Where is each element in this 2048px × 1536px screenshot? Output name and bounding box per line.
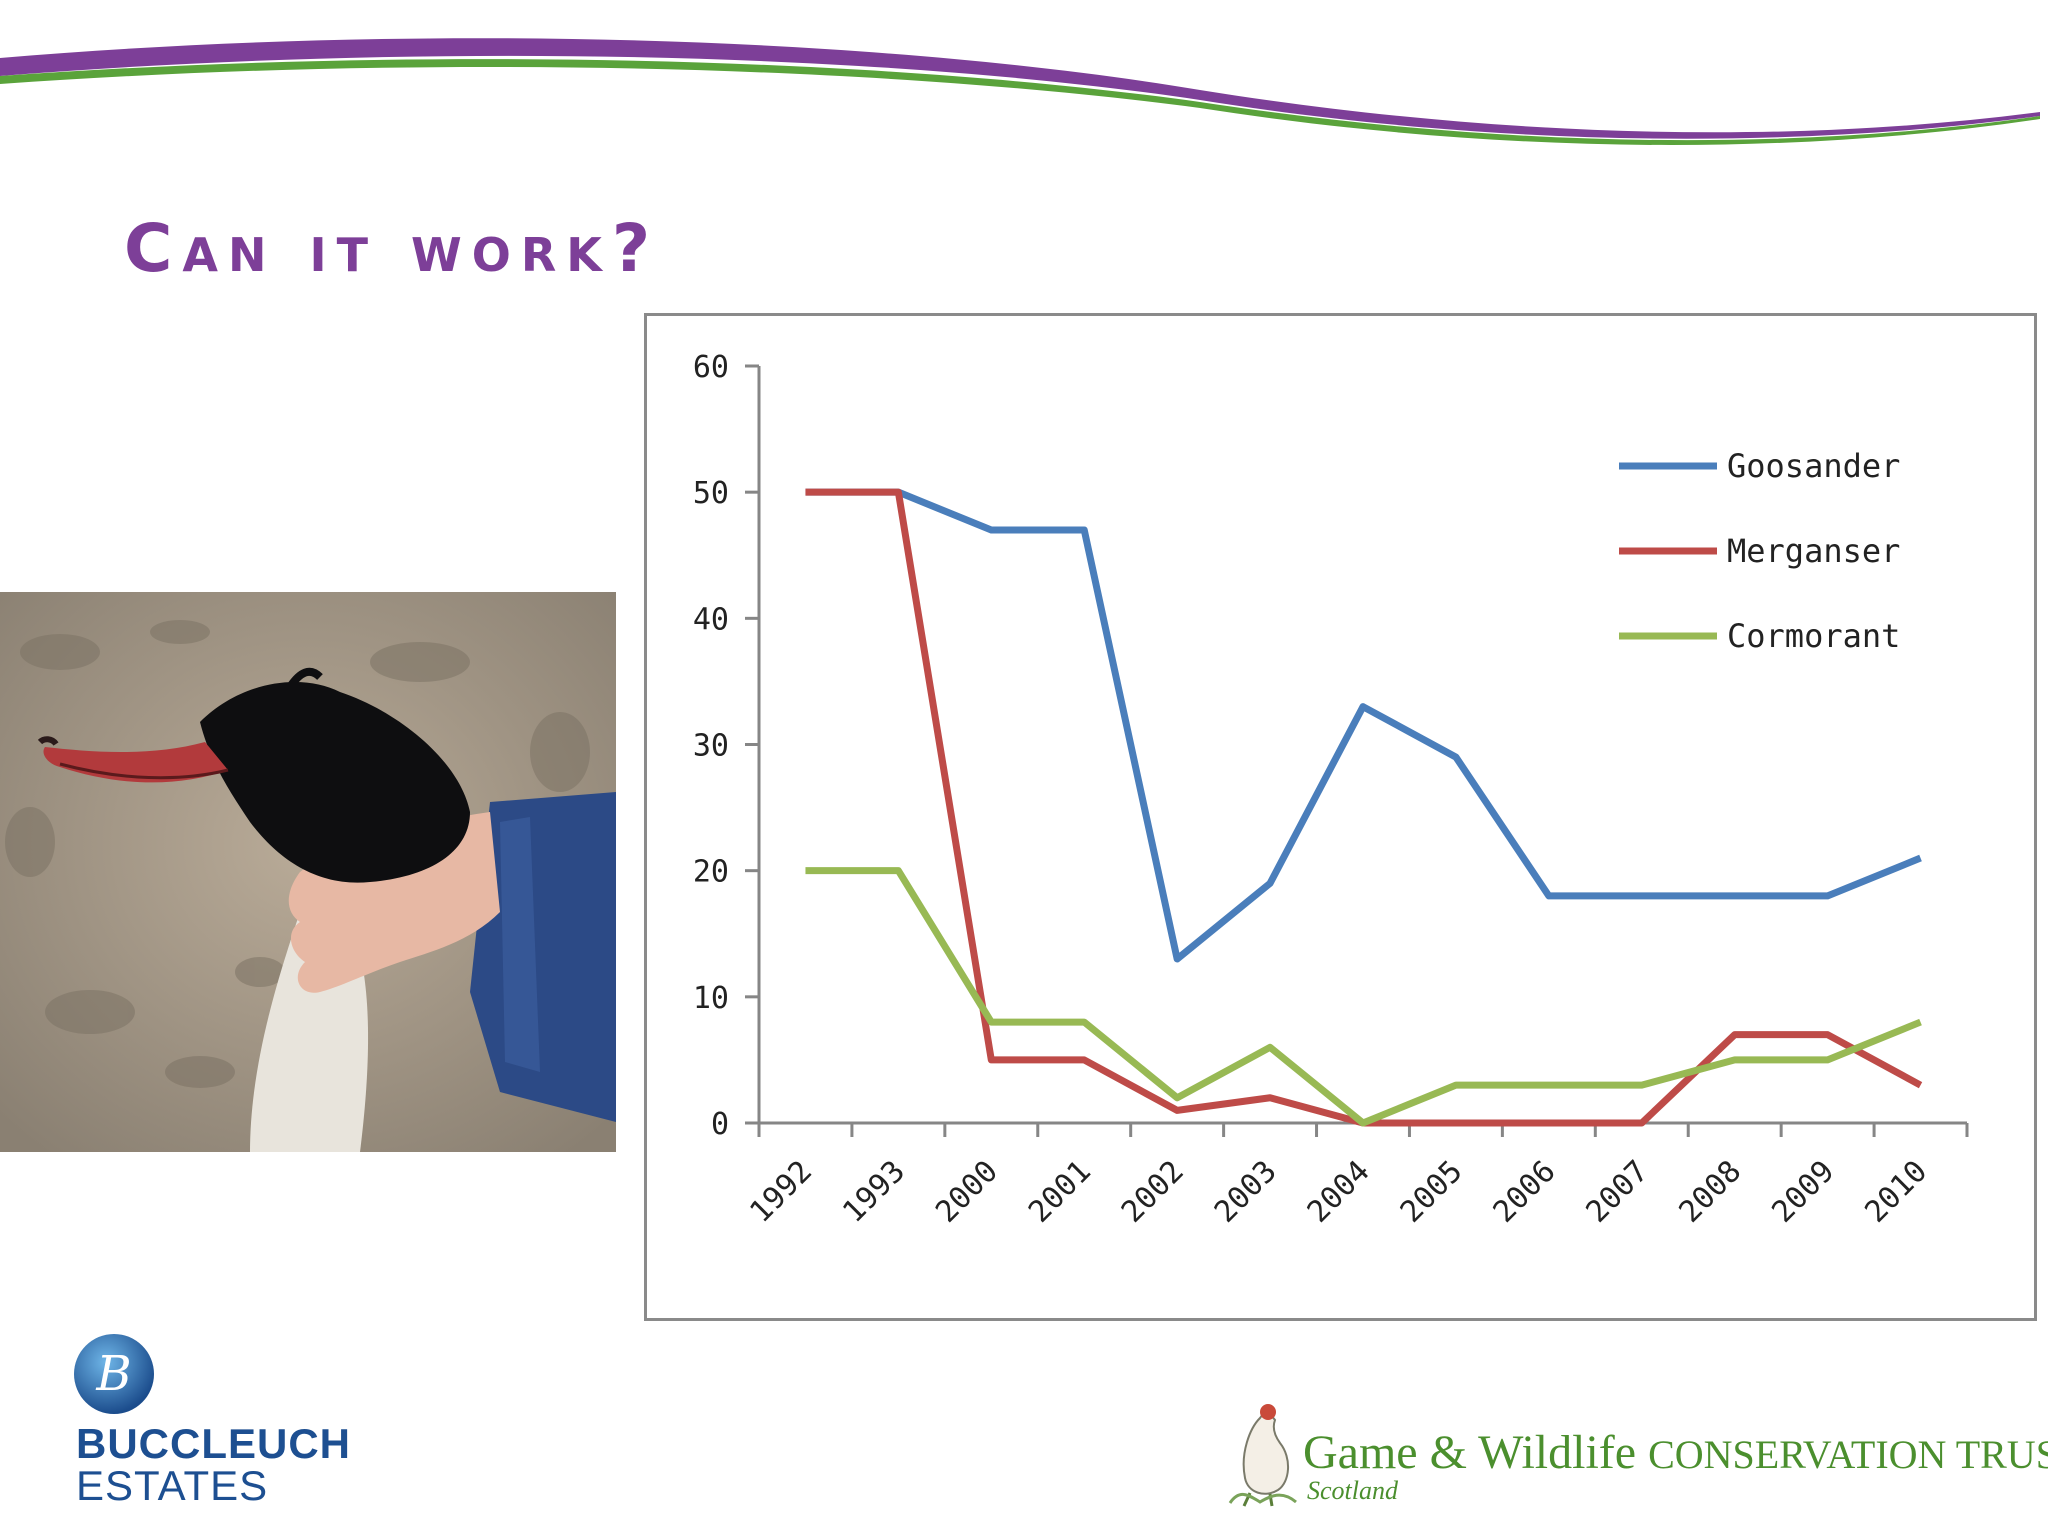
x-tick-label: 2001 [1022, 1154, 1098, 1230]
b-globe-logo: B [74, 1334, 154, 1414]
x-tick-label: 2005 [1394, 1154, 1470, 1230]
y-tick-label: 50 [693, 476, 729, 511]
y-tick-label: 40 [693, 602, 729, 637]
x-tick-label: 2008 [1673, 1154, 1749, 1230]
y-tick-label: 30 [693, 729, 729, 764]
x-tick-label: 2010 [1858, 1154, 1934, 1230]
x-tick-label: 2006 [1487, 1154, 1563, 1230]
legend-label: Merganser [1727, 532, 1900, 570]
x-tick-label: 2009 [1765, 1154, 1841, 1230]
x-tick-label: 2004 [1301, 1154, 1377, 1230]
gwct-title: Game & Wildlife [1303, 1426, 1637, 1479]
x-tick-label: 2000 [929, 1154, 1005, 1230]
x-tick-label: 1992 [743, 1154, 819, 1230]
buccleuch-estates: ESTATES [76, 1462, 269, 1509]
gwct-scotland: Scotland [1307, 1476, 1398, 1505]
bird-in-hand-photo [0, 592, 616, 1152]
series-line-goosander [805, 488, 1922, 963]
svg-text:B: B [95, 1346, 131, 1402]
gwct-name: Game & Wildlife CONSERVATION TRUST [1303, 1425, 2048, 1480]
x-tick-label: 2003 [1208, 1154, 1284, 1230]
header-swoosh [0, 38, 2040, 146]
grouse-icon [1228, 1404, 1297, 1507]
series-line-merganser [805, 488, 1923, 1127]
gwct-tagline: CONSERVATION TRUST [1648, 1432, 2048, 1477]
y-tick-label: 10 [693, 981, 729, 1016]
y-tick-label: 20 [693, 855, 729, 890]
x-tick-label: 1993 [836, 1154, 912, 1230]
x-tick-label: 2002 [1115, 1154, 1191, 1230]
legend-label: Cormorant [1727, 617, 1900, 655]
chart-frame: 0 10 20 30 40 50 60 1992 1993 2000 2001 2002 2003 20… [644, 313, 2037, 1321]
slide-title: Can it work? [124, 210, 661, 287]
legend-label: Goosander [1727, 447, 1900, 485]
buccleuch-name: BUCCLEUCH [76, 1420, 351, 1467]
series-line-cormorant [805, 867, 1922, 1127]
y-tick-label: 0 [711, 1107, 729, 1142]
y-tick-label: 60 [693, 350, 729, 385]
x-tick-label: 2007 [1580, 1154, 1656, 1230]
